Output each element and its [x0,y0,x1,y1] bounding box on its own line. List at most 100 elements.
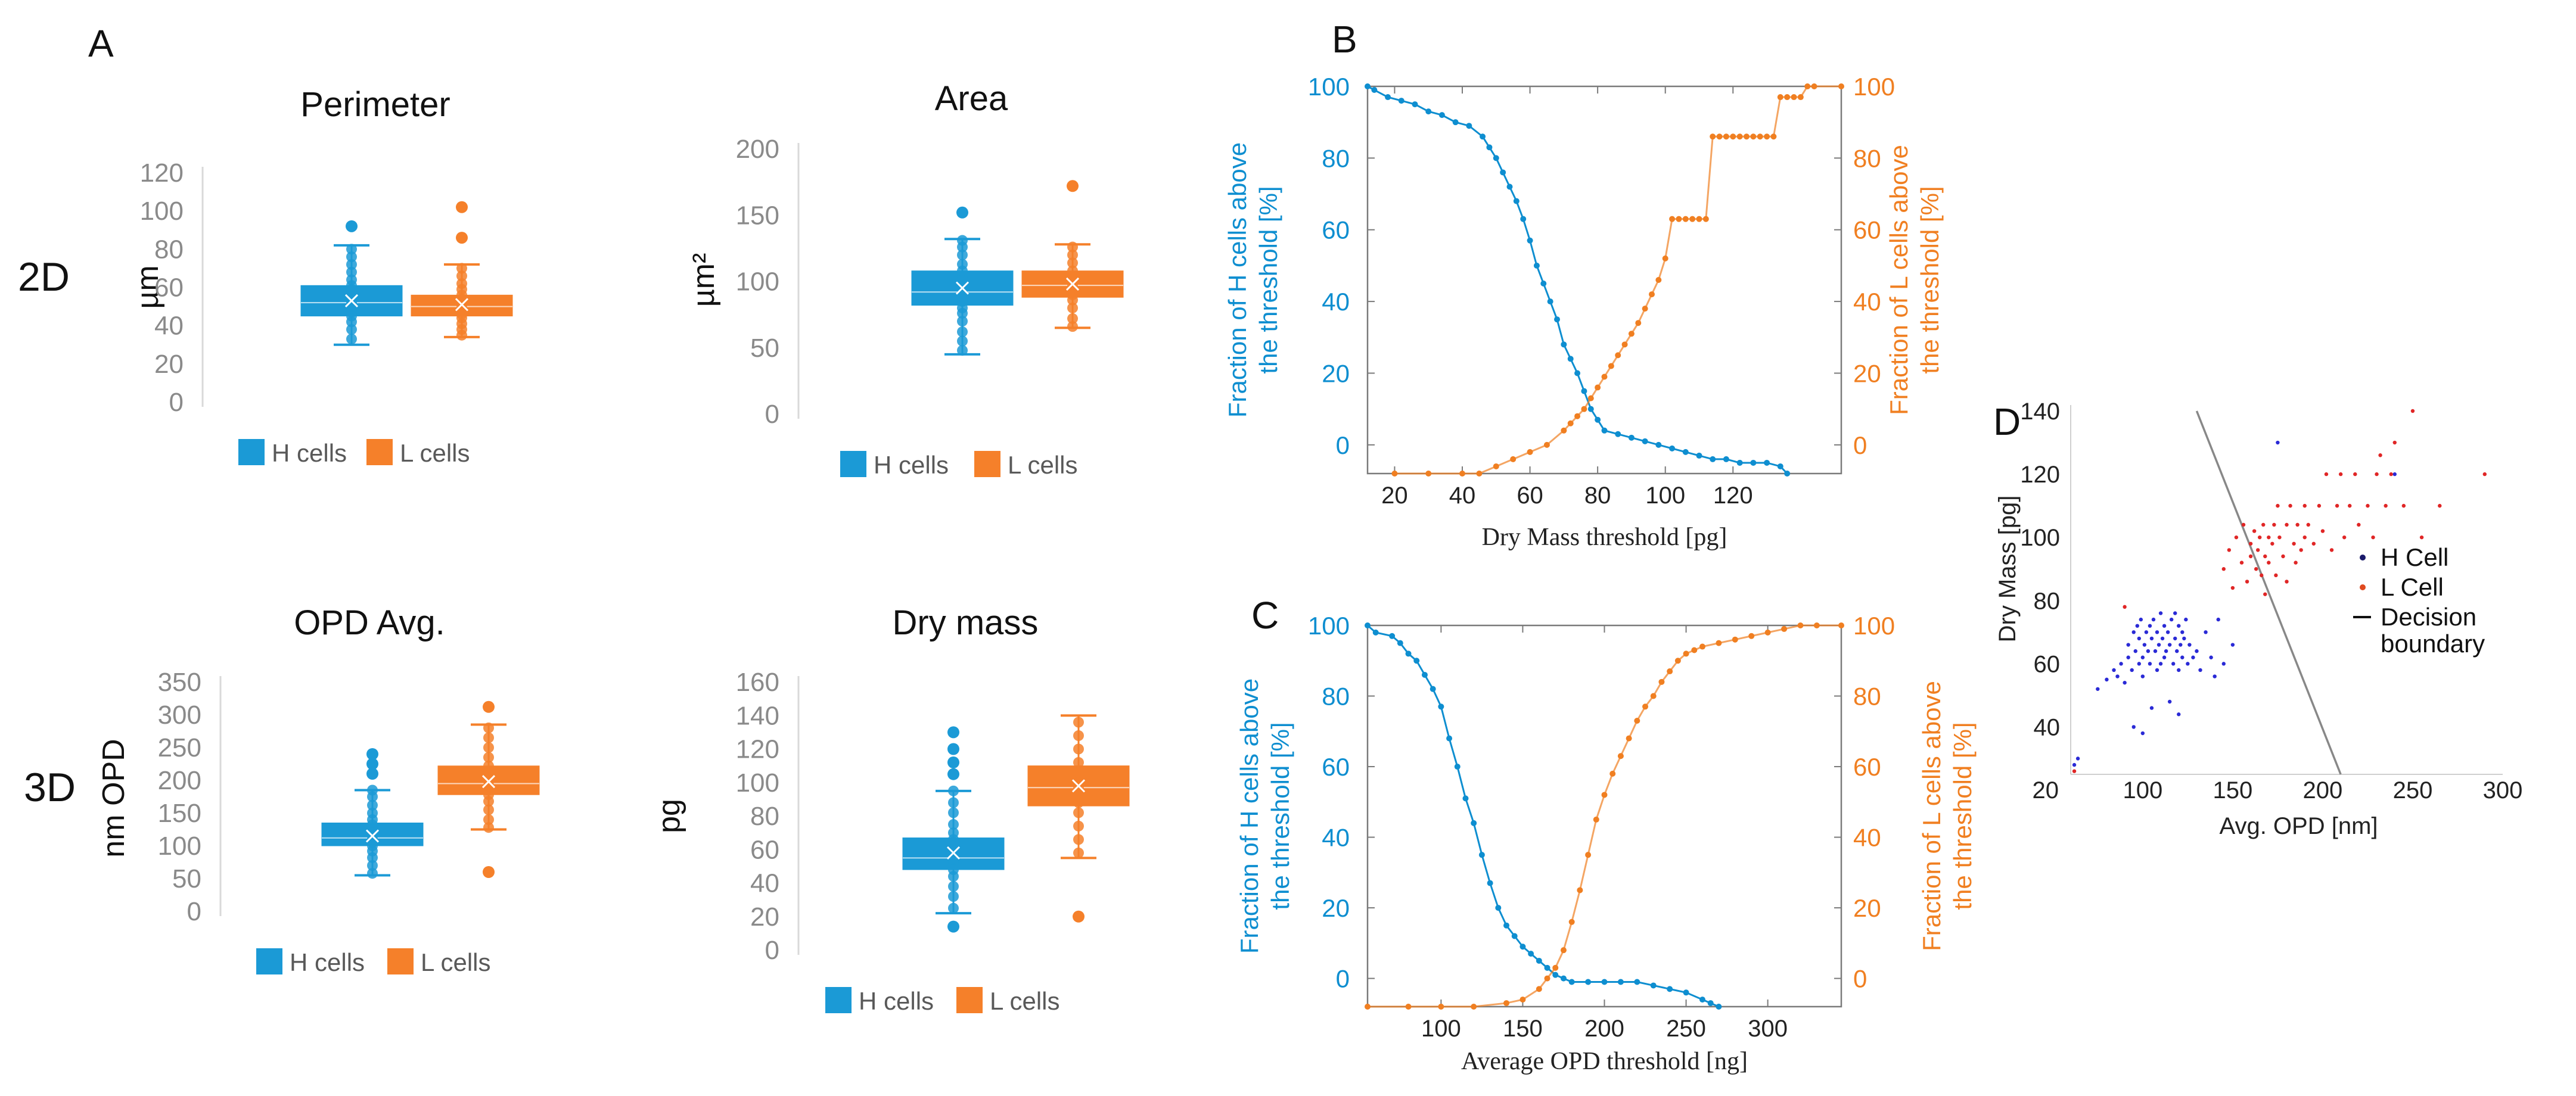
d-point-h [2191,655,2195,659]
d-point-l [2123,605,2127,609]
data-point [346,244,357,255]
c-point-l [1674,658,1681,664]
ytick-right: 20 [1853,894,1881,922]
c-point-l [1838,622,1844,628]
b-point-l [1736,133,1743,140]
d-point-h [2177,624,2181,628]
opd_avg-box-h [321,748,424,879]
data-point [1073,807,1084,818]
b-point-h [1642,438,1648,444]
d-point-l [2254,567,2258,571]
legend-swatch-l [366,439,393,465]
outlier-point [947,726,959,739]
b-point-l [1621,341,1628,348]
b-point-l [1811,83,1817,89]
area-ylabel: µm² [686,253,721,307]
data-point [346,266,357,278]
ytick-right: 0 [1853,431,1867,459]
d-point-h [2096,687,2100,691]
d-point-l [2267,535,2271,540]
d-point-h [2151,617,2156,622]
legend-swatch-l [974,451,1000,477]
d-point-l [2306,522,2310,527]
c-point-l [1667,668,1673,675]
xtick-label: 100 [1421,1016,1461,1042]
c-point-l [1365,1004,1371,1010]
d-point-h [2072,762,2077,767]
dry_mass-chart: Dry mass pg 0 20 40 60 80 100 120 140 160 H cells L … [652,603,1130,1015]
opd_avg-ytick: 150 [158,799,201,828]
d-point-h [2162,655,2167,659]
c-point-l [1617,753,1624,759]
perimeter-ytick: 60 [154,273,184,303]
b-point-h [1480,133,1486,140]
d-point-l [2276,503,2280,508]
b-point-h [1412,101,1418,108]
d-point-l [2239,561,2244,565]
c-point-l [1626,735,1632,742]
mean-marker [946,846,961,860]
d-point-l [2285,522,2289,527]
d-point-h [2146,649,2151,653]
c-point-h [1528,951,1534,957]
d-point-h [2140,655,2145,659]
area-title: Area [935,79,1008,118]
dry_mass-box-l [1027,714,1130,923]
c-point-h [1544,964,1550,971]
d-ylabel: Dry Mass [pg] [1994,496,2021,643]
c-point-h [1397,640,1403,646]
b-point-l [1689,216,1696,222]
area-box-l [1021,180,1124,332]
c-point-l [1732,636,1738,643]
b-point-h [1628,434,1635,441]
data-point [483,814,494,825]
dry_mass-ytick: 160 [736,668,779,697]
c-ylabel-left: Fraction of H cells above the threshold [… [1235,678,1294,954]
dry_mass-ytick: 80 [750,802,779,831]
data-point [1073,820,1084,832]
legend-swatch-h [840,451,866,477]
d-point-h [2392,472,2397,477]
dry_mass-ytick: 40 [750,869,779,898]
d-point-l [2299,548,2303,552]
c-point-h [1503,922,1510,929]
d-point-l [2252,529,2257,533]
d-point-h [2140,731,2145,736]
mean-marker [455,298,469,312]
b-point-h [1527,237,1533,244]
b-point-h [1493,155,1499,161]
d-ytick: 80 [2034,588,2061,614]
b-point-h [1736,459,1743,466]
area-box-h [911,206,1014,356]
c-point-l [1609,770,1616,777]
b-point-h [1750,459,1757,466]
xtick-label: 20 [1381,482,1408,509]
d-point-h [2209,655,2213,659]
dry_mass-ytick: 0 [765,936,779,965]
opd_avg-ytick: 50 [172,864,201,893]
c-point-l [1797,622,1804,628]
d-point-h [2213,674,2217,678]
data-point [483,822,494,833]
c-point-l [1536,986,1542,992]
legend-label-l: L cells [1008,451,1078,479]
b-point-h [1567,356,1574,362]
c-point-l [1813,622,1820,628]
d-point-h [2133,649,2137,653]
outlier-point [346,220,358,232]
legend-swatch-h [825,987,852,1013]
b-point-l [1642,306,1648,312]
d-point-l [2072,769,2077,773]
outlier-point [1067,180,1079,192]
b-point-l [1601,373,1608,380]
outlier-point [947,768,959,780]
d-point-h [2204,630,2208,634]
mean-marker [344,294,359,308]
ytick-right: 80 [1853,683,1881,711]
c-point-h [1421,671,1428,678]
data-point [1067,250,1078,260]
perimeter-box-h [300,220,403,346]
d-legend-boundary-2: boundary [2381,630,2485,658]
c-point-l [1568,918,1575,925]
c-point-l [1585,852,1592,858]
